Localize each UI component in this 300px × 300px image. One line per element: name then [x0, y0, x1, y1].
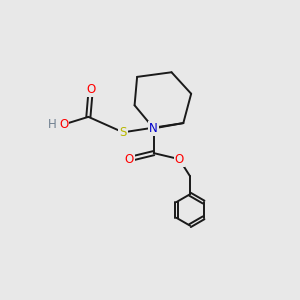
Text: O: O — [86, 83, 95, 96]
Text: N: N — [149, 122, 158, 135]
Text: H: H — [48, 118, 57, 131]
Text: O: O — [175, 153, 184, 166]
Text: O: O — [59, 118, 68, 131]
Text: S: S — [119, 126, 127, 139]
Text: O: O — [124, 153, 134, 166]
